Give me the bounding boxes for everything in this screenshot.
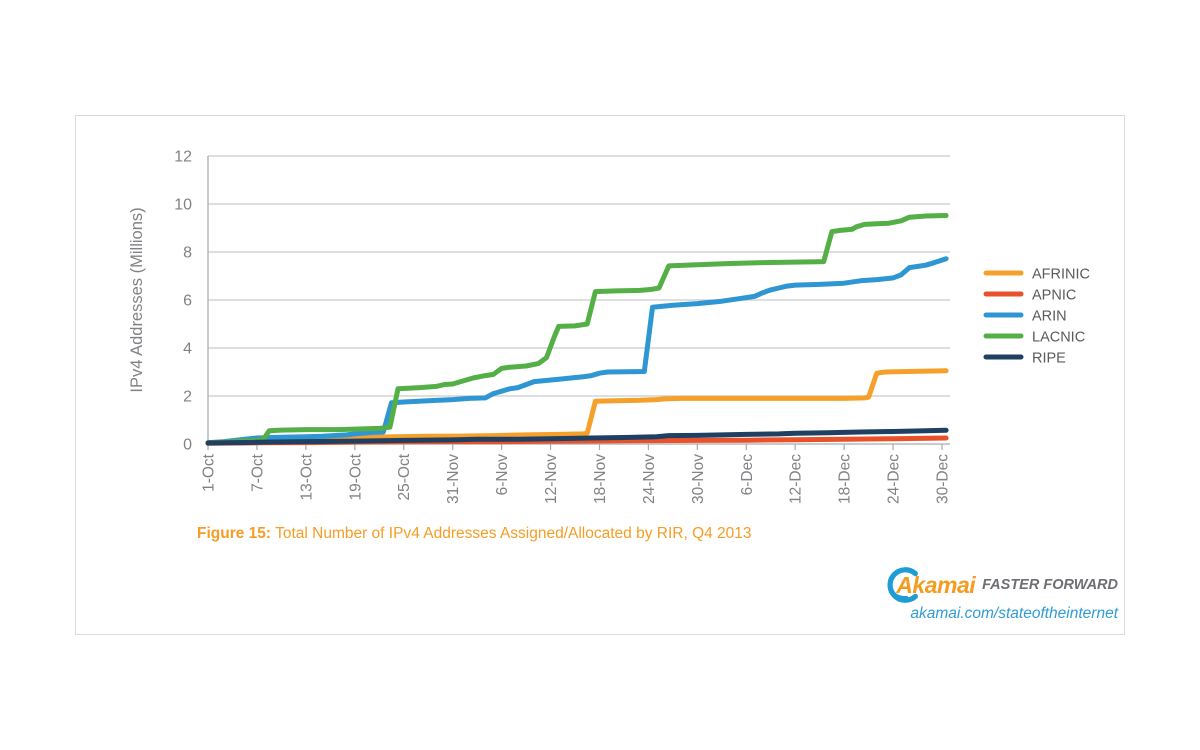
series-line-ripe — [205, 427, 949, 446]
legend-label-apnic: APNIC — [1032, 288, 1076, 304]
x-tick-label: 24-Dec — [886, 454, 903, 504]
akamai-logo: Akamai FASTER FORWARD — [884, 566, 1118, 604]
x-tick-label: 24-Nov — [641, 454, 658, 504]
x-tick-label: 12-Dec — [788, 454, 805, 504]
x-tick-label: 19-Oct — [347, 453, 364, 500]
series-line-afrinic — [205, 368, 949, 446]
series-layer — [205, 213, 949, 446]
legend-label-afrinic: AFRINIC — [1032, 267, 1090, 283]
x-tick-label: 31-Nov — [445, 454, 462, 504]
figure-number: Figure 15: — [197, 525, 272, 542]
axes-layer: 0 2 4 6 8 10 12 1-Oct 7-Oct 13-Oct 19-Oct 25-Oct 31-… — [174, 149, 951, 504]
y-tick-label: 4 — [183, 341, 192, 358]
report-figure-card: 0 2 4 6 8 10 12 1-Oct 7-Oct 13-Oct 19-Oct 25-Oct 31-… — [75, 115, 1125, 635]
x-tick-label: 6-Nov — [494, 454, 511, 496]
y-axis-title: IPv4 Addresses (Millions) — [128, 207, 146, 392]
y-tick-label: 12 — [174, 149, 192, 166]
y-tick-label: 0 — [183, 437, 192, 454]
grid-layer — [208, 155, 950, 397]
legend: AFRINIC APNIC ARIN LACNIC RIPE — [983, 267, 1090, 367]
y-tick-label: 10 — [174, 197, 192, 214]
akamai-wordmark: Akamai — [896, 571, 976, 598]
y-tick-label: 8 — [183, 245, 192, 262]
series-line-lacnic — [205, 213, 949, 446]
stateoftheinternet-url[interactable]: akamai.com/stateoftheinternet — [910, 605, 1118, 622]
legend-label-ripe: RIPE — [1032, 351, 1066, 367]
x-tick-label: 1-Oct — [201, 453, 218, 492]
akamai-tagline: FASTER FORWARD — [982, 577, 1118, 593]
x-tick-label: 6-Dec — [739, 454, 756, 496]
figure-caption: Figure 15: Total Number of IPv4 Addresses… — [197, 525, 817, 543]
y-tick-label: 2 — [183, 389, 192, 406]
y-tick-label: 6 — [183, 293, 192, 310]
figure-title: Total Number of IPv4 Addresses Assigned/… — [275, 525, 752, 542]
legend-label-lacnic: LACNIC — [1032, 330, 1085, 346]
legend-label-arin: ARIN — [1032, 309, 1067, 325]
x-tick-label: 30-Dec — [935, 454, 952, 504]
x-tick-label: 12-Nov — [543, 454, 560, 504]
x-tick-label: 18-Dec — [837, 454, 854, 504]
akamai-swoosh-icon — [887, 567, 919, 603]
x-tick-label: 30-Nov — [690, 454, 707, 504]
x-tick-label: 7-Oct — [249, 453, 266, 492]
series-line-arin — [205, 256, 949, 446]
x-tick-label: 18-Nov — [592, 454, 609, 504]
x-tick-label: 25-Oct — [396, 453, 413, 500]
x-tick-label: 13-Oct — [298, 453, 315, 500]
line-chart: 0 2 4 6 8 10 12 1-Oct 7-Oct 13-Oct 19-Oct 25-Oct 31-… — [128, 149, 1090, 504]
